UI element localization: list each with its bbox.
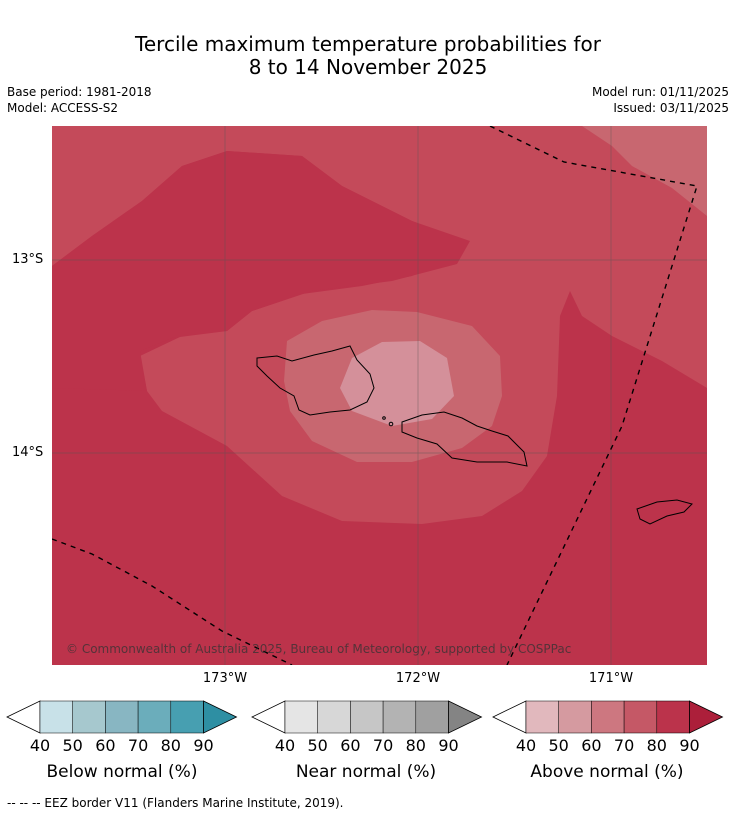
model-run: Model run: 01/11/2025: [591, 85, 729, 99]
colorbar-above-bin-4: [623, 700, 658, 734]
lon-label-173w: 173°W: [202, 671, 248, 686]
island-upolu: [401, 411, 528, 467]
colorbar-title-near: Near normal (%): [295, 762, 437, 782]
colorbar-above-bin-2: [558, 700, 592, 734]
chart-title-line1: Tercile maximum temperature probabilitie…: [135, 32, 601, 56]
colorbar-below-tick-50: 50: [62, 736, 83, 755]
base-period: Base period: 1981-2018: [7, 85, 152, 99]
island-manono: [388, 421, 394, 427]
colorbar-near-bin-3: [350, 700, 384, 734]
colorbar-near-extend-low: [251, 700, 286, 734]
prob-zone-50-60-centre: [340, 341, 454, 426]
colorbar-above-tick-80: 80: [646, 736, 667, 755]
colorbar-near-tick-70: 70: [372, 736, 394, 755]
colorbar-above-extend-low: [492, 700, 527, 734]
lat-label-14s: 14°S: [12, 445, 44, 460]
island-savaii: [256, 345, 375, 416]
colorbar-near-bin-4: [382, 700, 417, 734]
colorbar-below-bin-4: [137, 700, 172, 734]
colorbar-near-tick-60: 60: [340, 736, 361, 755]
colorbar-below-tick-80: 80: [160, 736, 181, 755]
prob-zone-80-90-north: [52, 151, 470, 391]
colorbar-above-tick-50: 50: [548, 736, 569, 755]
island-tutuila: [636, 499, 693, 525]
colorbar-below-tick-40: 40: [29, 736, 51, 755]
island-apolima: [382, 416, 386, 420]
chart-title-line2: 8 to 14 November 2025: [248, 55, 488, 79]
colorbar-below-tick-70: 70: [127, 736, 149, 755]
colorbar-above-tick-70: 70: [613, 736, 635, 755]
colorbar-near-bin-1: [284, 700, 318, 734]
colorbar-below-extend-high: [203, 700, 238, 734]
colorbar-above-bin-5: [656, 700, 690, 734]
colorbar-above-tick-40: 40: [515, 736, 537, 755]
colorbar-below-tick-90: 90: [193, 736, 214, 755]
model-name: Model: ACCESS-S2: [7, 101, 119, 115]
eez-footnote: -- -- -- EEZ border V11 (Flanders Marine…: [7, 796, 344, 810]
colorbar-near-tick-40: 40: [274, 736, 296, 755]
colorbar-near-bin-2: [317, 700, 351, 734]
colorbar-above-bin-3: [591, 700, 625, 734]
colorbar-near-tick-80: 80: [405, 736, 426, 755]
colorbar-below-tick-60: 60: [95, 736, 116, 755]
map-svg: [52, 126, 707, 665]
colorbar-title-above: Above normal (%): [530, 762, 684, 782]
graticule: [52, 126, 707, 665]
colorbar-title-below: Below normal (%): [46, 762, 198, 782]
map-panel: [52, 126, 707, 665]
colorbar-below-bin-3: [105, 700, 139, 734]
copyright-notice: © Commonwealth of Australia 2025, Bureau…: [66, 642, 572, 656]
colorbar-below: [6, 700, 238, 734]
eez-border: [52, 126, 698, 665]
colorbar-near-tick-50: 50: [307, 736, 328, 755]
colorbars: [6, 700, 724, 734]
colorbar-above-tick-60: 60: [581, 736, 602, 755]
colorbar-below-bin-2: [72, 700, 106, 734]
colorbar-below-bin-5: [170, 700, 204, 734]
lat-label-13s: 13°S: [12, 252, 44, 267]
lon-label-172w: 172°W: [395, 671, 441, 686]
colorbar-below-extend-low: [6, 700, 41, 734]
colorbar-above-extend-high: [689, 700, 724, 734]
colorbar-near-extend-high: [448, 700, 483, 734]
issued-date: Issued: 03/11/2025: [613, 101, 729, 115]
lon-label-171w: 171°W: [588, 671, 634, 686]
colorbar-above-bin-1: [525, 700, 559, 734]
islands: [256, 345, 693, 525]
colorbar-above: [492, 700, 724, 734]
colorbar-below-bin-1: [39, 700, 73, 734]
colorbar-near: [251, 700, 483, 734]
colorbar-near-tick-90: 90: [438, 736, 459, 755]
colorbar-near-bin-5: [415, 700, 449, 734]
prob-zone-60-70-ne: [582, 126, 707, 216]
colorbar-above-tick-90: 90: [679, 736, 700, 755]
